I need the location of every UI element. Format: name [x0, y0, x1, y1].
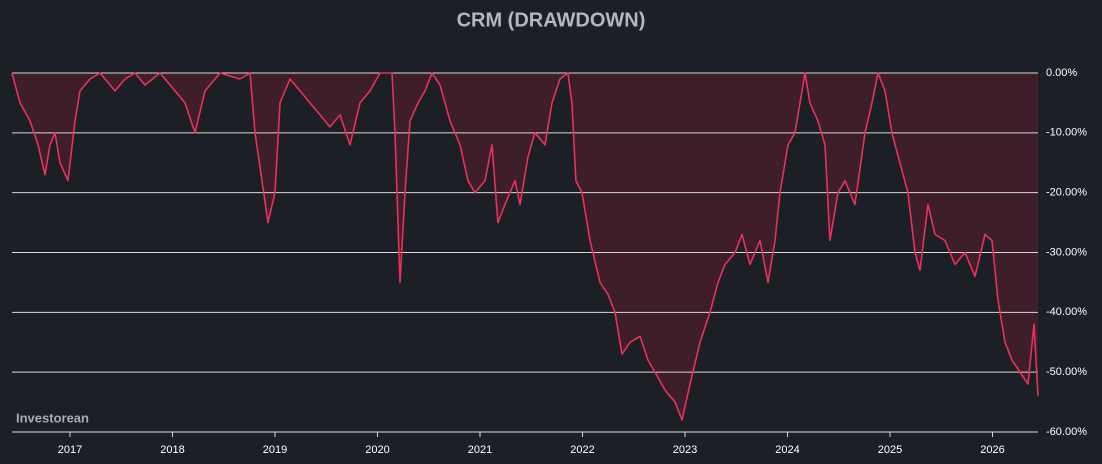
- y-tick-label: -40.00%: [1046, 306, 1087, 318]
- watermark: Investorean: [16, 410, 89, 425]
- x-tick-label: 2025: [878, 444, 902, 456]
- x-tick-label: 2023: [673, 444, 697, 456]
- y-tick-label: -20.00%: [1046, 187, 1087, 199]
- drawdown-line: [11, 72, 1039, 421]
- x-tick-label: 2021: [468, 444, 492, 456]
- y-tick-label: -30.00%: [1046, 246, 1087, 258]
- x-tick-label: 2018: [160, 444, 184, 456]
- x-tick-label: 2017: [58, 444, 82, 456]
- x-tick-label: 2020: [365, 444, 389, 456]
- x-tick-label: 2019: [263, 444, 287, 456]
- chart-title: CRM (DRAWDOWN): [457, 9, 646, 31]
- y-tick-label: -10.00%: [1046, 127, 1087, 139]
- x-tick-label: 2022: [570, 444, 594, 456]
- y-tick-label: -60.00%: [1046, 426, 1087, 438]
- x-tick-label: 2026: [980, 444, 1004, 456]
- drawdown-area: [12, 73, 1038, 420]
- x-tick-label: 2024: [775, 444, 799, 456]
- y-tick-label: -50.00%: [1046, 366, 1087, 378]
- y-tick-label: 0.00%: [1046, 67, 1077, 79]
